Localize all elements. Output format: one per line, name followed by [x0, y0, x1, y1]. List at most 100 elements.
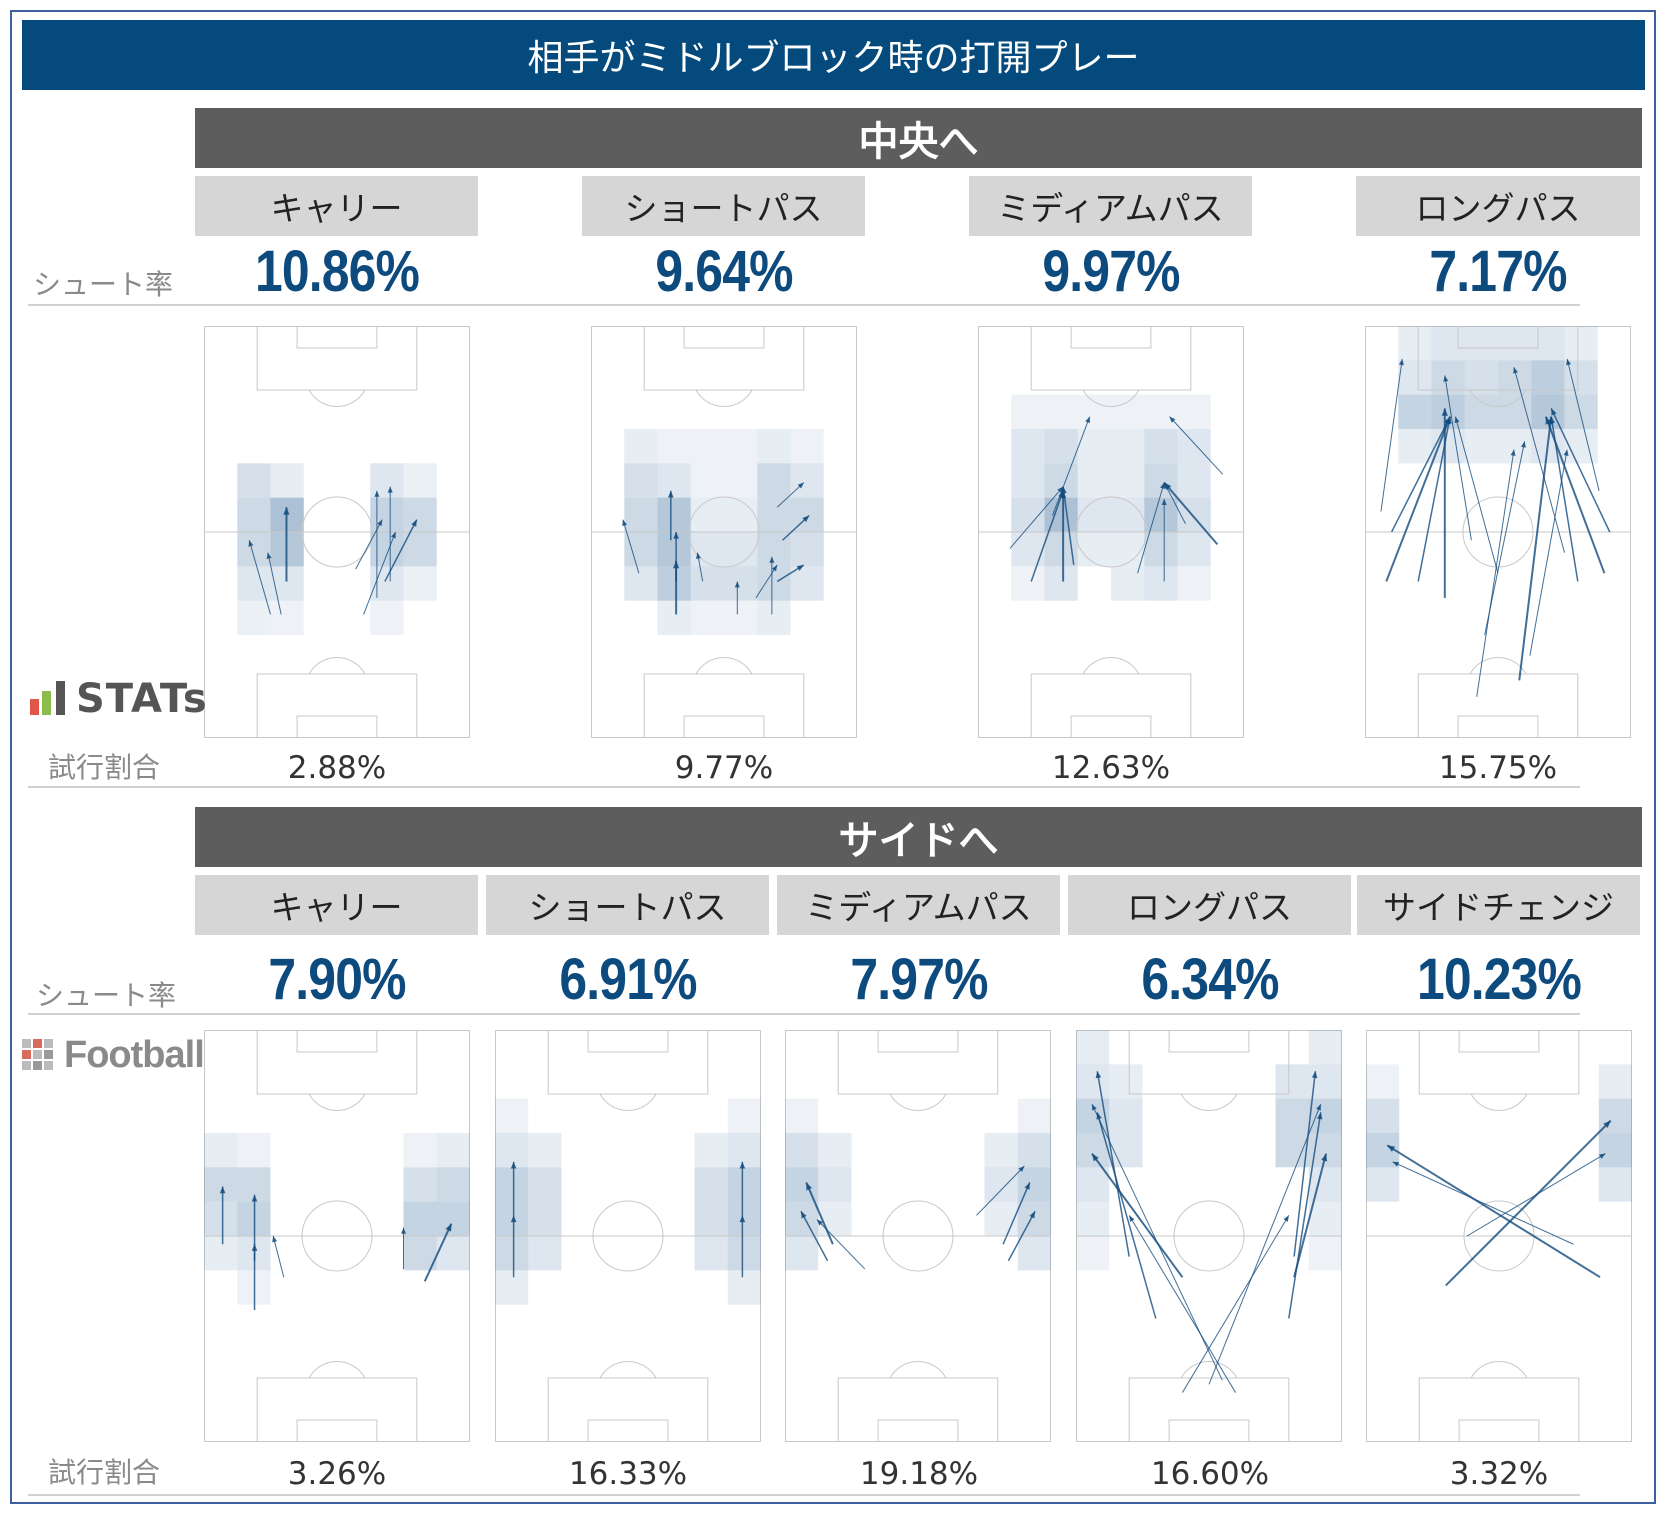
arrow-line: [1288, 1112, 1322, 1319]
heat-cell: [528, 1133, 562, 1168]
pitch-center-carry: [204, 326, 470, 738]
goal-box-bottom: [296, 1419, 378, 1442]
heat-cell: [1366, 1098, 1400, 1133]
heat-cell: [1011, 463, 1045, 498]
arrow-head: [673, 532, 679, 539]
heat-cell: [984, 1201, 1018, 1236]
center-circle: [882, 1200, 954, 1272]
heat-cell: [237, 532, 271, 567]
heat-cell: [436, 1167, 470, 1202]
arrow-line: [1529, 449, 1568, 656]
divider: [28, 1013, 1580, 1015]
heat-cell: [204, 1201, 238, 1236]
arrow-head: [802, 515, 810, 523]
goal-box-bottom: [1168, 1419, 1250, 1442]
arrow-head: [1018, 1165, 1025, 1173]
penalty-box-top: [256, 1030, 418, 1095]
heat-cell: [790, 532, 824, 567]
heat-cell: [1598, 1167, 1632, 1202]
heat-cell: [624, 429, 658, 464]
arrow-line: [355, 519, 383, 570]
arrow-head: [1510, 449, 1516, 456]
heat-cell: [1564, 394, 1598, 429]
heat-cell: [370, 532, 404, 567]
arrow-line: [1062, 486, 1075, 566]
heat-cell: [370, 463, 404, 498]
heat-cell: [1111, 566, 1145, 601]
heat-cell: [1464, 326, 1498, 361]
heat-cell: [757, 600, 791, 635]
heat-cell: [1111, 497, 1145, 532]
heat-cell: [1464, 360, 1498, 395]
heat-cell: [757, 429, 791, 464]
arrow-line: [1052, 416, 1091, 516]
stats-logo-text: STATs: [76, 676, 208, 722]
heat-cell: [1076, 1236, 1110, 1271]
category-side-carry: キャリー: [195, 875, 478, 935]
heat-cell: [724, 429, 758, 464]
penalty-box-bottom: [256, 1377, 418, 1442]
heat-cell: [1076, 1133, 1110, 1168]
arrow-head: [771, 564, 778, 572]
heat-cell: [1531, 326, 1565, 361]
arrow-line: [1550, 408, 1611, 533]
heat-cell: [495, 1201, 529, 1236]
heat-cell: [1308, 1236, 1342, 1271]
heat-cell: [690, 497, 724, 532]
heat-cell: [1398, 360, 1432, 395]
attempt-ratio-side-carry: 3.26%: [287, 1456, 387, 1492]
goal-box-top: [1458, 1030, 1540, 1053]
heat-cell: [694, 1133, 728, 1168]
arrow-line: [805, 1182, 834, 1245]
category-side-short-pass: ショートパス: [486, 875, 769, 935]
heat-cell: [1177, 532, 1211, 567]
arrow-head: [800, 1211, 807, 1219]
heat-cell: [1308, 1098, 1342, 1133]
stats-logo: STATs: [30, 676, 208, 722]
arrow-head: [622, 519, 628, 527]
arrow-head: [739, 1215, 746, 1223]
arrow-head: [510, 1161, 517, 1169]
arrow-head: [1095, 1071, 1102, 1079]
penalty-box-top: [643, 326, 805, 391]
arrow-head: [1161, 499, 1167, 506]
attempt-ratio-side-medium-pass: 19.18%: [859, 1456, 979, 1492]
heat-cell: [1498, 429, 1532, 464]
penalty-box-bottom: [837, 1377, 999, 1442]
arrow-line: [776, 482, 805, 508]
penalty-arc-bottom: [889, 1361, 947, 1379]
heat-cell: [1366, 1064, 1400, 1099]
center-circle: [1173, 1200, 1245, 1272]
center-circle: [688, 496, 760, 568]
goal-box-top: [296, 1030, 378, 1053]
goal-box-top: [683, 326, 765, 349]
heat-cell: [1275, 1133, 1309, 1168]
arrow-head: [248, 540, 254, 547]
heat-cell: [1275, 1098, 1309, 1133]
pitch-side-side-change: [1366, 1030, 1632, 1442]
goal-box-top: [1070, 326, 1152, 349]
penalty-box-bottom: [643, 673, 805, 738]
heat-cell: [790, 463, 824, 498]
heat-cell: [818, 1133, 852, 1168]
pitch-side-short-pass: [495, 1030, 761, 1442]
heat-cell: [1076, 1064, 1110, 1099]
heat-cell: [657, 497, 691, 532]
heat-cell: [1111, 532, 1145, 567]
arrow-line: [1163, 482, 1186, 524]
arrow-head: [390, 532, 396, 539]
heat-cell: [690, 532, 724, 567]
category-center-long-pass: ロングパス: [1356, 176, 1640, 236]
attempt-ratio-center-long-pass: 15.75%: [1438, 750, 1558, 786]
heat-cell: [1017, 1236, 1051, 1271]
penalty-box-top: [1128, 1030, 1290, 1095]
heat-cell: [1308, 1030, 1342, 1065]
arrow-head: [667, 490, 674, 498]
penalty-arc-bottom: [308, 1361, 366, 1379]
heat-cell: [1017, 1167, 1051, 1202]
heat-cell: [270, 463, 304, 498]
arrow-head: [1061, 486, 1067, 494]
pitch-diagram: [785, 1030, 1051, 1442]
arrow-head: [1169, 416, 1176, 423]
section-title-center: 中央へ: [195, 108, 1642, 168]
